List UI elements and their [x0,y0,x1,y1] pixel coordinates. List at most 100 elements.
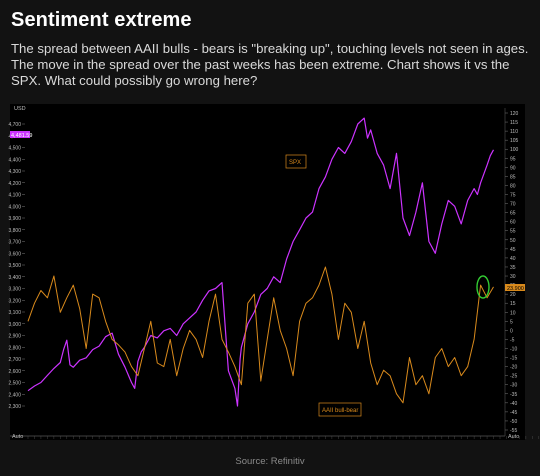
x-axis-month-label: S [430,439,433,440]
x-axis-month-label: A [320,439,323,440]
left-axis-tick-label: 4,700 [8,122,21,128]
right-axis-tick-label: -5 [510,337,515,343]
x-axis-month-label: M [469,439,473,440]
series-layer [27,117,495,407]
x-axis-month-label: S [508,439,511,440]
right-axis-tick-label: -55 [510,428,517,434]
source-note: Source: Refinitiv [235,456,305,467]
right-axis-tick-label: 75 [510,193,516,199]
right-axis-tick-label: 5 [510,319,513,325]
spx-series-label-text: SPX [289,160,301,166]
page-subtitle: The spread between AAII bulls - bears is… [11,41,529,88]
x-axis-month-label: M [327,439,331,440]
x-axis-month-label: O [49,439,53,440]
x-axis-month-label: A [36,439,39,440]
chart: 4,7004,6004,5004,4004,3004,2004,1004,000… [8,104,539,440]
right-axis-tick-label: -30 [510,383,517,389]
right-axis-tick-label: 80 [510,183,516,189]
x-axis-month-label: N [55,439,58,440]
x-axis-month-label: D [372,439,375,440]
right-axis-tick-label: 120 [510,111,519,117]
left-axis-tick-label: 2,800 [8,345,21,351]
right-axis-tick-label: 20 [510,292,516,298]
left-axis-tick-label: 2,700 [8,357,21,363]
left-axis-tick-label: 3,800 [8,228,21,234]
right-axis-tick-label: -50 [510,419,517,425]
right-axis-tick-label: 60 [510,220,516,226]
right-axis-tick-label: 15 [510,301,516,307]
x-axis-month-label: F [152,439,155,440]
right-axis-tick-label: 35 [510,265,516,271]
x-axis-month-label: O [281,439,285,440]
right-axis-tick-label: 95 [510,156,516,162]
right-axis-tick-label: -20 [510,365,517,371]
spx-series-label: SPX [285,154,307,169]
right-axis-tick-label: 55 [510,229,516,235]
page-title: Sentiment extreme [11,9,192,31]
x-axis-month-label: O [437,439,441,440]
left-axis-tick-label: 4,000 [8,204,21,210]
x-axis-month-label: A [398,439,401,440]
aaii-series-label: AAII bull-bear [318,402,362,417]
x-axis-month-label: J [334,439,336,440]
right-axis-tick-label: 40 [510,256,516,262]
left-axis-tick-label: 4,400 [8,157,21,163]
right-axis-tick-label: 90 [510,165,516,171]
x-axis-month-label: O [359,439,363,440]
x-axis-month-label: J [185,439,187,440]
left-axis-tick-label: 3,900 [8,216,21,222]
x-axis-month-label: J [379,439,381,440]
x-axis-month-label: J [101,439,103,440]
right-axis-tick-label: -40 [510,401,517,407]
right-axis-tick-label: 45 [510,247,516,253]
spx-line [27,117,495,407]
x-axis-month-label: F [75,439,78,440]
x-axis-month-label: S [198,439,201,440]
x-axis-month-label: N [133,439,136,440]
right-axis-value-tag-text: 23.900 [507,286,524,292]
x-axis-month-label: J [179,439,181,440]
left-axis-tick-label: 2,900 [8,334,21,340]
right-axis-tick-label: -45 [510,410,517,416]
x-axis-month-label: S [120,439,123,440]
x-axis-month-label: M [482,439,486,440]
x-axis-month-label: S [353,439,356,440]
x-axis-month-label: M [81,439,85,440]
x-axis-month-label: A [114,439,117,440]
right-axis-tick-label: 110 [510,129,518,135]
x-axis-month-label: J [457,439,459,440]
x-axis-month-label: N [366,439,369,440]
left-axis-tick-label: 3,600 [8,251,21,257]
x-axis-month-label: J [340,439,342,440]
x-axis-month-label: A [269,439,272,440]
right-axis-corner-label: Auto [508,434,519,440]
x-axis-month-label: O [126,439,130,440]
x-axis-month-label: A [165,439,168,440]
left-axis-tick-label: 3,100 [8,310,21,316]
x-axis-month-label: S [275,439,278,440]
highlight-circle [476,275,490,299]
x-axis-month-label: D [217,439,220,440]
x-axis-month-label: M [236,439,240,440]
right-axis-tick-label: 105 [510,138,519,144]
x-axis-month-label: O [204,439,208,440]
x-axis-month-label: A [501,439,504,440]
left-axis-tick-label: 3,700 [8,240,21,246]
left-axis-tick-label: 2,400 [8,392,21,398]
right-axis-tick-label: 85 [510,174,516,180]
x-axis-month-label: A [346,439,349,440]
left-axis-tick-label: 3,000 [8,322,21,328]
aaii-series-label-text: AAII bull-bear [322,408,358,414]
x-axis-month-label: M [249,439,253,440]
x-axis-month-label: A [88,439,91,440]
x-axis-month-label: A [191,439,194,440]
x-axis-month-label: J [146,439,148,440]
x-axis-month-label: J [418,439,420,440]
left-axis-tick-label: 2,500 [8,381,21,387]
x-axis-month-label: J [30,439,32,440]
right-axis-tick-label: -25 [510,374,517,380]
left-axis-tick-label: 2,600 [8,369,21,375]
x-axis-month-label: M [391,439,395,440]
x-axis-month-label: F [230,439,233,440]
